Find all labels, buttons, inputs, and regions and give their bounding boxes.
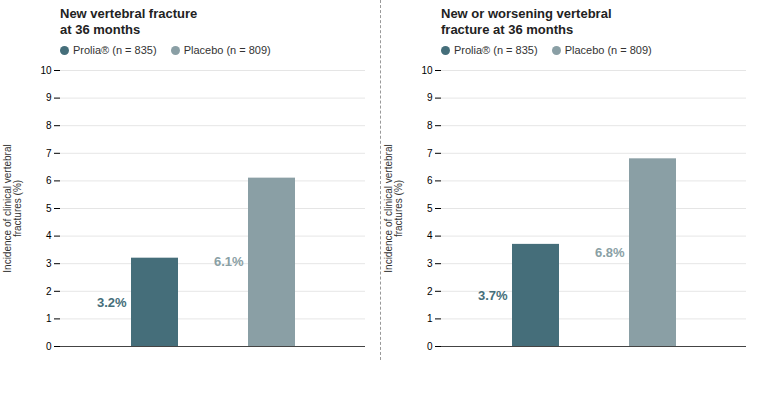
svg-text:Incidence of clinical vertebra: Incidence of clinical vertebralfractures… xyxy=(2,144,23,272)
svg-text:6.1%: 6.1% xyxy=(214,254,244,269)
svg-text:4: 4 xyxy=(427,230,433,241)
svg-text:3: 3 xyxy=(46,258,52,269)
svg-text:6.8%: 6.8% xyxy=(595,245,625,260)
svg-text:9: 9 xyxy=(46,92,52,103)
svg-text:2: 2 xyxy=(46,286,52,297)
html-text:Placebo (n = 809): Placebo (n = 809) xyxy=(183,44,271,56)
html-text:Prolia® (n = 835): Prolia® (n = 835) xyxy=(73,44,157,56)
html-text:New or worsening vertebral fra: New or worsening vertebral fracture at 3… xyxy=(441,6,612,37)
html-text:Placebo (n = 809): Placebo (n = 809) xyxy=(564,44,652,56)
svg-text:2: 2 xyxy=(427,286,433,297)
svg-text:4: 4 xyxy=(46,230,52,241)
html-text:Prolia® (n = 835): Prolia® (n = 835) xyxy=(454,44,538,56)
svg-text:8: 8 xyxy=(46,120,52,131)
svg-text:3.2%: 3.2% xyxy=(97,295,127,310)
svg-text:8: 8 xyxy=(427,120,433,131)
svg-text:6: 6 xyxy=(427,175,433,186)
svg-text:6: 6 xyxy=(46,175,52,186)
svg-text:3.7%: 3.7% xyxy=(478,288,508,303)
svg-text:3: 3 xyxy=(427,258,433,269)
svg-text:1: 1 xyxy=(427,313,433,324)
svg-text:0: 0 xyxy=(427,341,433,352)
svg-text:Incidence of clinical vertebra: Incidence of clinical vertebralfractures… xyxy=(383,144,404,272)
svg-text:9: 9 xyxy=(427,92,433,103)
svg-text:1: 1 xyxy=(46,313,52,324)
svg-text:7: 7 xyxy=(46,148,52,159)
svg-text:10: 10 xyxy=(40,65,52,76)
svg-text:0: 0 xyxy=(46,341,52,352)
svg-text:7: 7 xyxy=(427,148,433,159)
svg-text:5: 5 xyxy=(427,203,433,214)
svg-text:10: 10 xyxy=(421,65,433,76)
svg-text:5: 5 xyxy=(46,203,52,214)
html-text:New vertebral fracture at 36 m: New vertebral fracture at 36 months xyxy=(60,6,198,37)
